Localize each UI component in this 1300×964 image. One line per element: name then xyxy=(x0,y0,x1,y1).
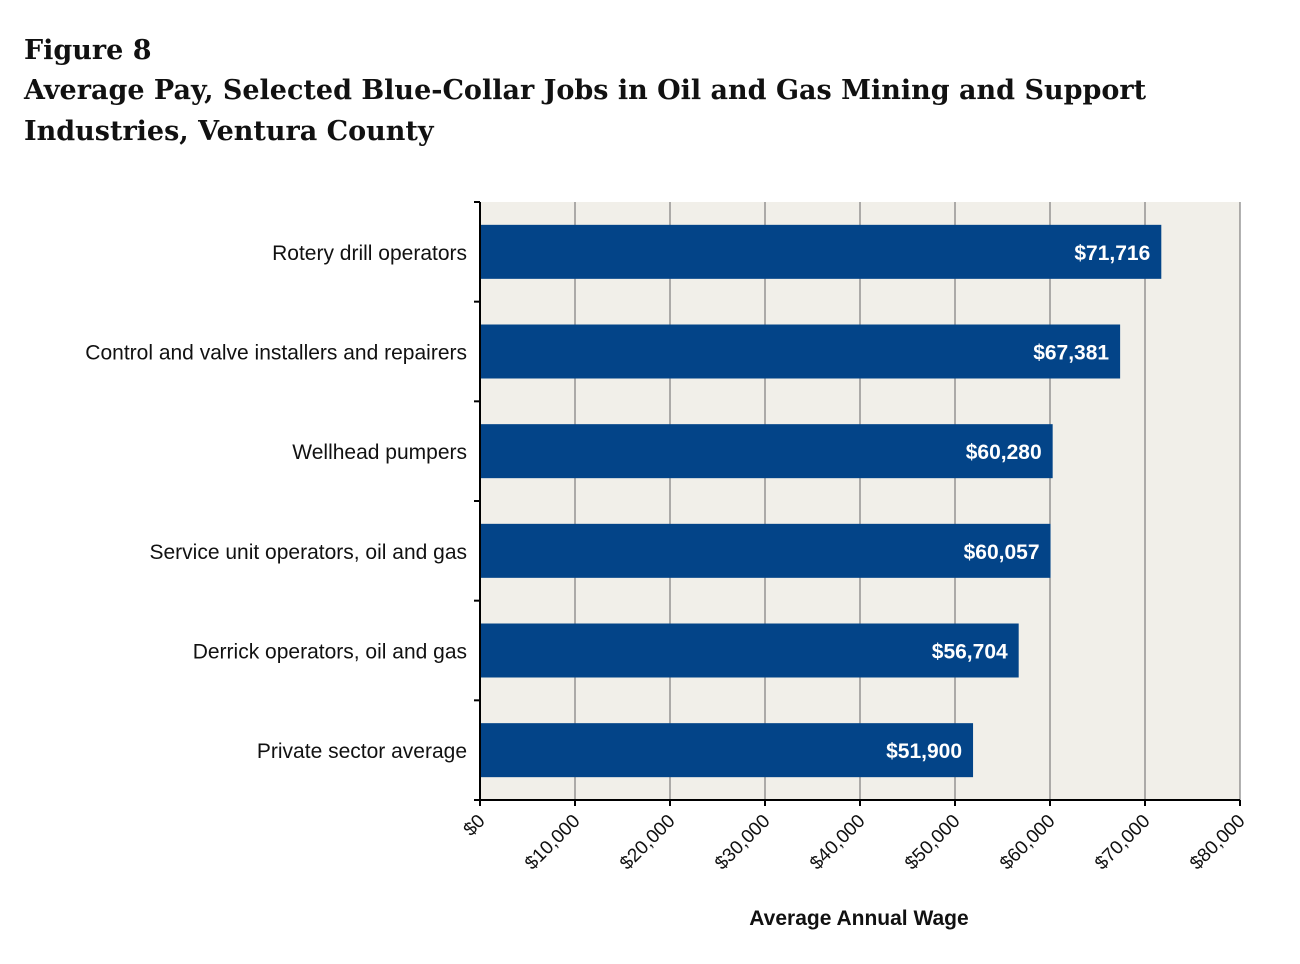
figure-title: Average Pay, Selected Blue-Collar Jobs i… xyxy=(24,75,1147,147)
category-labels: Rotery drill operators Control and valve … xyxy=(85,242,467,763)
gridlines xyxy=(574,202,1241,800)
x-tick-label: $10,000 xyxy=(521,811,584,874)
bar-data-label: $56,704 xyxy=(932,641,1008,664)
category-label: Rotery drill operators xyxy=(272,242,467,265)
bar-data-label: $67,381 xyxy=(1033,342,1109,365)
x-tick-label: $0 xyxy=(460,811,490,841)
bar xyxy=(480,224,1162,279)
category-label: Private sector average xyxy=(257,740,467,763)
x-tick-label: $30,000 xyxy=(711,811,774,874)
x-tick-label: $70,000 xyxy=(1091,811,1154,874)
bar xyxy=(480,623,1019,678)
category-label: Service unit operators, oil and gas xyxy=(149,541,467,564)
bar-data-label: $51,900 xyxy=(886,740,962,763)
bar-data-label: $71,716 xyxy=(1074,242,1150,265)
bar xyxy=(480,424,1053,479)
x-tick-label: $80,000 xyxy=(1186,811,1249,874)
category-label: Derrick operators, oil and gas xyxy=(193,641,467,664)
bar-data-label: $60,280 xyxy=(966,441,1042,464)
x-tick-label: $40,000 xyxy=(806,811,869,874)
x-tick-label: $50,000 xyxy=(901,811,964,874)
figure-label: Figure 8 xyxy=(24,35,152,66)
x-axis-title: Average Annual Wage xyxy=(749,907,968,930)
x-tick-label: $60,000 xyxy=(996,811,1059,874)
x-tick-labels: $0 $10,000 $20,000 $30,000 $40,000 $50,000 $60… xyxy=(460,811,1250,874)
bar-data-label: $60,057 xyxy=(964,541,1040,564)
bar xyxy=(480,523,1051,578)
category-label: Wellhead pumpers xyxy=(292,441,467,464)
x-tick-label: $20,000 xyxy=(616,811,679,874)
bar xyxy=(480,723,974,778)
axes xyxy=(474,201,1241,806)
category-label: Control and valve installers and repaire… xyxy=(85,342,467,365)
bars: $71,716 $67,381 $60,280 $60,057 $56,704 $51,9… xyxy=(480,224,1162,778)
bar xyxy=(480,324,1121,379)
